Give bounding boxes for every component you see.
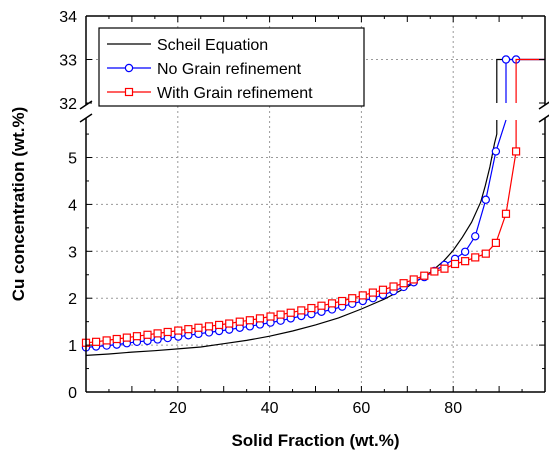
data-point (471, 232, 480, 241)
x-tick-label: 20 (169, 400, 187, 417)
legend-label: No Grain refinement (157, 61, 302, 78)
x-axis-title: Solid Fraction (wt.%) (231, 431, 399, 450)
data-point (255, 314, 265, 323)
legend-item-no-grain-refinement: No Grain refinement (107, 61, 302, 78)
y-axis-title: Cu concentration (wt.%) (9, 107, 28, 302)
data-point (163, 327, 172, 337)
data-point (184, 325, 193, 334)
data-point (491, 147, 501, 156)
data-point (511, 147, 521, 156)
data-point (215, 320, 224, 330)
legend-box (98, 27, 365, 107)
data-point (481, 195, 490, 204)
data-point (471, 253, 480, 262)
data-point (235, 317, 244, 326)
data-point (102, 336, 111, 345)
y-tick-label: 3 (68, 244, 77, 261)
data-point (450, 259, 460, 269)
axis-break-mark (538, 101, 549, 110)
data-point (501, 55, 511, 64)
series-line-scheil-equation-1 (496, 58, 545, 103)
data-point (276, 310, 285, 319)
data-point (501, 209, 511, 218)
y-tick-label: 34 (59, 9, 77, 26)
data-point (420, 271, 429, 280)
data-point (307, 303, 316, 313)
axis-break-mark (79, 100, 93, 110)
data-point (338, 296, 347, 306)
legend-marker (124, 63, 134, 73)
data-point (245, 316, 254, 325)
data-point (389, 282, 398, 291)
legend-item-scheil-equation: Scheil Equation (107, 37, 268, 54)
y-tick-label: 1 (68, 338, 77, 355)
series-line-with-grain-refinement-1 (515, 58, 545, 103)
data-point (378, 285, 388, 294)
data-point (204, 322, 214, 331)
data-point (409, 275, 418, 284)
data-point (430, 267, 439, 276)
data-point (266, 312, 275, 321)
y-tick-label: 2 (68, 291, 77, 308)
series-line-no-grain-refinement-1 (505, 58, 545, 103)
data-point (481, 249, 490, 258)
data-point (491, 238, 500, 247)
data-point (358, 291, 367, 300)
data-point (399, 279, 408, 288)
data-point (225, 319, 234, 328)
data-point (91, 337, 101, 346)
x-tick-label: 80 (444, 400, 462, 417)
data-point (194, 323, 203, 332)
data-point (143, 330, 152, 339)
data-point (440, 264, 449, 273)
series-line-no-grain-refinement-0 (85, 119, 507, 348)
x-tick-label: 40 (261, 400, 279, 417)
data-point (122, 333, 131, 342)
data-point (132, 332, 142, 341)
y-tick-label: 5 (68, 151, 77, 168)
data-point (112, 334, 121, 344)
axis-break-mark (538, 114, 549, 123)
y-tick-label: 32 (59, 96, 77, 113)
legend-item-with-grain-refinement: With Grain refinement (107, 85, 313, 102)
axis-break-mark (79, 113, 93, 123)
legend-marker (124, 87, 134, 97)
data-point (327, 299, 337, 308)
series-line-scheil-equation-0 (85, 120, 498, 356)
data-point (348, 294, 357, 303)
data-point (153, 329, 162, 338)
data-point (461, 257, 470, 266)
legend: Scheil Equation No Grain refinement With G… (98, 27, 365, 107)
series-with-grain-refinement (81, 58, 545, 347)
data-point (297, 306, 306, 315)
axes (79, 15, 549, 393)
data-point (368, 288, 377, 297)
series-layer (81, 55, 545, 356)
data-point (317, 301, 326, 310)
y-tick-label: 0 (68, 385, 77, 402)
y-tick-label: 4 (68, 197, 77, 214)
legend-label: With Grain refinement (157, 85, 313, 102)
x-tick-label: 60 (353, 400, 371, 417)
y-tick-label: 33 (59, 53, 77, 70)
data-point (460, 247, 470, 256)
data-point (286, 308, 295, 317)
data-point (174, 326, 183, 335)
legend-label: Scheil Equation (157, 37, 268, 54)
